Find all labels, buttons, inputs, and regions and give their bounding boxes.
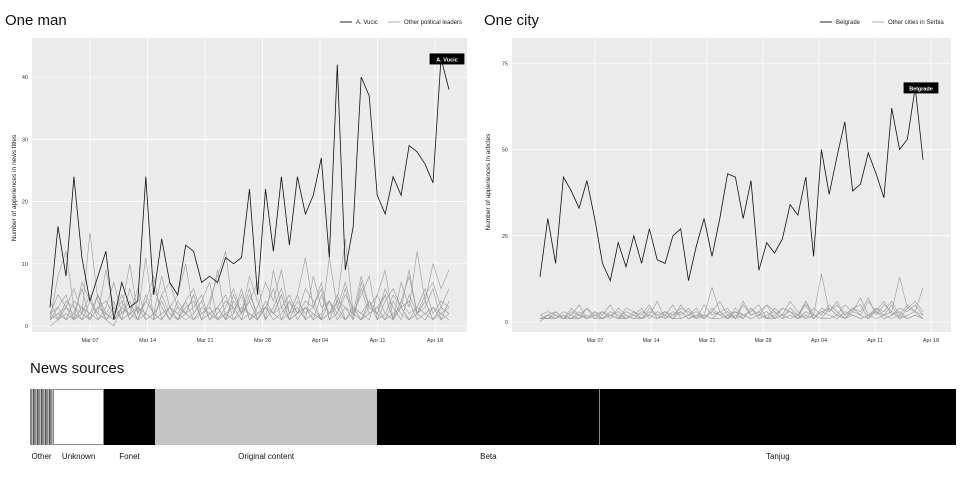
x-tick-label: Mar 21 [698,338,715,344]
chart-title-one-city: One city [484,12,540,29]
y-tick-label: 50 [502,148,508,154]
highlight-label-text: Belgrade [909,86,933,92]
legend: A. Vucic Other political leaders [340,20,462,26]
plot-background [32,38,467,332]
x-tick-label: Mar 07 [586,338,603,344]
source-label: Beta [480,452,497,461]
y-tick-label: 0 [25,324,28,330]
highlight-label-text: A. Vucic [436,57,458,63]
legend: Belgrade Other cities in Serbia [820,20,944,26]
x-tick-label: Apr 04 [312,338,328,344]
y-tick-label: 20 [22,200,28,206]
series-line-secondary [49,269,450,321]
x-tick-label: Apr 11 [867,338,883,344]
series-line-secondary [49,281,450,321]
legend-label-primary: A. Vucic [356,20,378,26]
line-chart-one-man: A. Vucic Other political leaders Number … [11,20,467,344]
news-sources-bar [30,389,956,445]
x-tick-label: Mar 28 [254,338,271,344]
highlight-label: Belgrade [903,82,939,94]
source-segment-beta [377,389,600,445]
source-label: Unknown [61,452,96,461]
legend-label-primary: Belgrade [836,20,861,26]
y-axis-label: Number of apperiences in news titles [11,134,18,241]
x-tick-label: Mar 14 [139,338,156,344]
x-tick-label: Apr 18 [427,338,443,344]
chart-title-one-man: One man [5,12,67,29]
x-tick-label: Mar 21 [196,338,213,344]
source-label: Original content [238,452,295,461]
series-line-secondary [539,300,924,320]
y-tick-label: 25 [502,234,508,240]
y-axis-label: Number of apperiences in articles [485,133,492,231]
source-segment-original-content [155,389,378,445]
series-line-primary [539,87,924,282]
source-label: Fonet [119,452,140,461]
x-tick-label: Mar 14 [642,338,659,344]
y-tick-label: 75 [502,61,508,67]
x-tick-label: Apr 18 [923,338,939,344]
legend-label-secondary: Other cities in Serbia [888,20,944,26]
series-line-secondary [49,257,450,321]
series-line-secondary [540,307,924,319]
source-label: Tanjug [765,452,790,461]
highlight-label: A. Vucic [429,53,465,65]
y-tick-label: 0 [505,320,508,326]
source-segment-tanjug [599,389,956,445]
source-segment-unknown [53,389,105,445]
series-line-primary [49,58,450,320]
chart-title-news-sources: News sources [30,360,125,377]
x-tick-label: Apr 04 [811,338,827,344]
source-segment-other [30,389,54,445]
plot-background [512,38,951,332]
x-tick-label: Apr 11 [370,338,386,344]
source-label: Other [31,452,52,461]
x-tick-label: Mar 07 [81,338,98,344]
y-tick-label: 10 [22,262,28,268]
source-segment-fonet [104,389,155,445]
series-line-secondary [49,232,450,327]
y-tick-label: 40 [22,75,28,81]
legend-label-secondary: Other political leaders [404,20,462,26]
line-chart-one-city: Belgrade Other cities in Serbia Number o… [485,20,951,344]
y-tick-label: 30 [22,137,28,143]
series-line-secondary [539,287,924,320]
highlight-label-box [429,53,465,65]
highlight-label-box [903,82,939,94]
x-tick-label: Mar 28 [754,338,771,344]
